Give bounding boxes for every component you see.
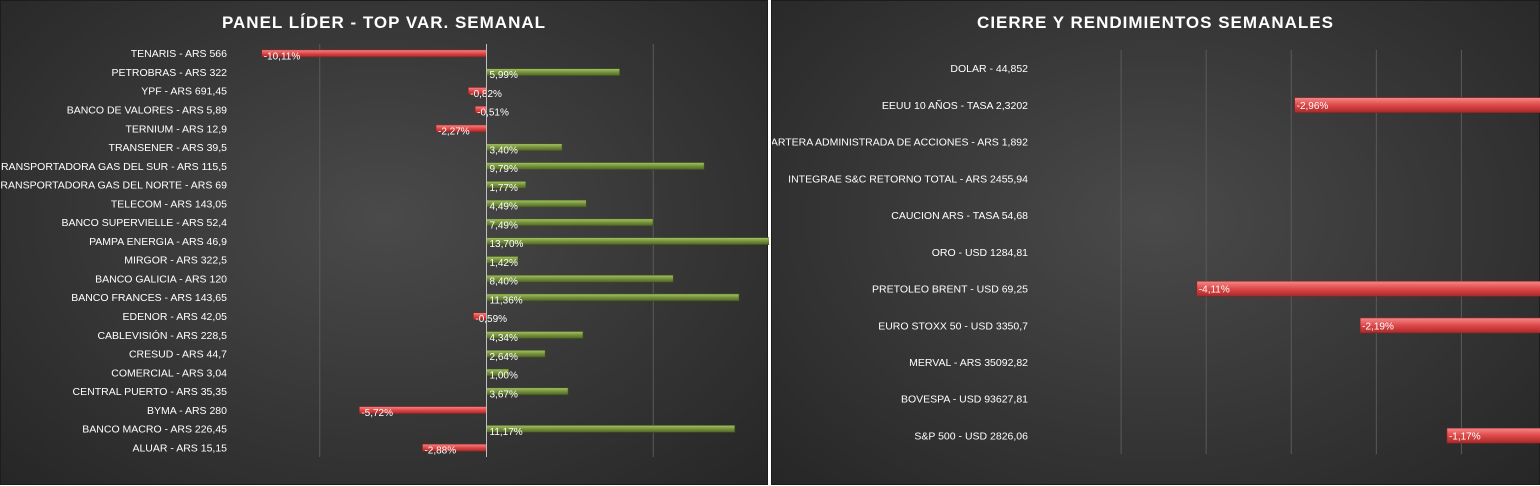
category-label: PAMPA ENERGIA - ARS 46,9 bbox=[89, 236, 227, 248]
bar bbox=[1196, 280, 1540, 297]
data-label: 3,67% bbox=[490, 389, 518, 400]
bar-chart-panel-lider: TENARIS - ARS 566 -10,11% PETROBRAS - ARS … bbox=[1, 44, 769, 457]
category-label: EURO STOXX 50 - USD 3350,7 bbox=[878, 320, 1028, 332]
data-label: 11,36% bbox=[490, 295, 523, 306]
data-label: -1,17% bbox=[1449, 432, 1481, 443]
data-label: 1,00% bbox=[490, 371, 518, 382]
data-label: 4,49% bbox=[490, 202, 518, 213]
category-label: MERVAL - ARS 35092,82 bbox=[909, 357, 1028, 369]
category-label: TELECOM - ARS 143,05 bbox=[111, 198, 227, 210]
data-label: 1,77% bbox=[490, 183, 518, 194]
data-label: 3,40% bbox=[490, 145, 518, 156]
data-label: -0,51% bbox=[477, 108, 509, 119]
category-label: DOLAR - 44,852 bbox=[950, 63, 1028, 75]
data-label: 13,70% bbox=[490, 239, 524, 250]
category-label: YPF - ARS 691,45 bbox=[141, 86, 227, 98]
bar bbox=[1359, 317, 1540, 334]
category-label: COMERCIAL - ARS 3,04 bbox=[111, 367, 227, 379]
data-label: 1,42% bbox=[490, 258, 518, 269]
category-label: BANCO SUPERVIELLE - ARS 52,4 bbox=[61, 217, 227, 229]
category-label: BANCO DE VALORES - ARS 5,89 bbox=[67, 105, 227, 117]
data-label: 11,17% bbox=[490, 427, 523, 438]
bar bbox=[486, 162, 705, 170]
bar bbox=[1446, 427, 1540, 444]
category-label: TRANSPORTADORA GAS DEL SUR - ARS 115,5 bbox=[1, 161, 227, 173]
data-label: -4,11% bbox=[1199, 285, 1230, 296]
category-label: TRANSENER - ARS 39,5 bbox=[109, 142, 228, 154]
category-label: BANCO GALICIA - ARS 120 bbox=[95, 273, 227, 285]
data-label: -2,27% bbox=[438, 126, 470, 137]
category-label: PETROBRAS - ARS 322 bbox=[111, 67, 227, 79]
data-label: 2,64% bbox=[490, 352, 518, 363]
category-label: CAUCION ARS - TASA 54,68 bbox=[891, 210, 1028, 222]
data-label: -2,19% bbox=[1362, 321, 1394, 332]
bar bbox=[486, 237, 769, 245]
category-label: BANCO FRANCES - ARS 143,65 bbox=[71, 292, 227, 304]
bar-chart-cierre-rendimientos: DOLAR - 44,8520,37%EEUU 10 AÑOS - TASA 2… bbox=[772, 50, 1540, 454]
chart-title: PANEL LÍDER - TOP VAR. SEMANAL bbox=[221, 13, 547, 32]
category-label: CRESUD - ARS 44,7 bbox=[129, 349, 227, 361]
data-label: -0,59% bbox=[475, 314, 507, 325]
category-label: BOVESPA - USD 93627,81 bbox=[901, 394, 1028, 406]
data-label: 4,34% bbox=[490, 333, 518, 344]
category-label: INTEGRAE S&C RETORNO TOTAL - ARS 2455,94 bbox=[788, 173, 1028, 185]
data-label: -5,72% bbox=[361, 408, 393, 419]
category-label: EDENOR - ARS 42,05 bbox=[123, 311, 228, 323]
category-label: TRANSPORTADORA GAS DEL NORTE - ARS 69 bbox=[1, 180, 227, 192]
category-label: ALUAR - ARS 15,15 bbox=[132, 442, 227, 454]
data-label: -2,96% bbox=[1297, 101, 1329, 112]
category-label: TERNIUM - ARS 12,9 bbox=[125, 123, 227, 135]
category-label: BYMA - ARS 280 bbox=[147, 405, 227, 417]
category-label: PRETOLEO BRENT - USD 69,25 bbox=[872, 284, 1028, 296]
data-label: 7,49% bbox=[490, 220, 518, 231]
data-label: 8,40% bbox=[490, 277, 518, 288]
data-label: 5,99% bbox=[490, 70, 518, 81]
data-label: -2,88% bbox=[424, 446, 456, 457]
chart-panel-lider: PANEL LÍDER - TOP VAR. SEMANAL TENARIS -… bbox=[0, 0, 769, 485]
category-label: CARTERA ADMINISTRADA DE ACCIONES - ARS 1… bbox=[772, 137, 1028, 149]
data-label: -10,11% bbox=[264, 51, 301, 62]
category-label: BANCO MACRO - ARS 226,45 bbox=[82, 424, 227, 436]
category-label: S&P 500 - USD 2826,06 bbox=[914, 430, 1028, 442]
category-label: CABLEVISIÓN - ARS 228,5 bbox=[97, 329, 227, 342]
bar bbox=[486, 293, 740, 302]
category-label: CENTRAL PUERTO - ARS 35,35 bbox=[73, 386, 228, 398]
chart-title: CIERRE Y RENDIMIENTOS SEMANALES bbox=[977, 13, 1334, 32]
category-label: EEUU 10 AÑOS - TASA 2,3202 bbox=[882, 99, 1028, 112]
bar bbox=[486, 425, 736, 433]
bar bbox=[1294, 97, 1540, 113]
data-label: 9,79% bbox=[490, 164, 518, 175]
category-label: ORO - USD 1284,81 bbox=[932, 247, 1028, 259]
category-label: TENARIS - ARS 566 bbox=[131, 48, 227, 60]
chart-cierre-rendimientos: CIERRE Y RENDIMIENTOS SEMANALES DOLAR - … bbox=[771, 0, 1540, 485]
category-label: MIRGOR - ARS 322,5 bbox=[124, 255, 227, 267]
